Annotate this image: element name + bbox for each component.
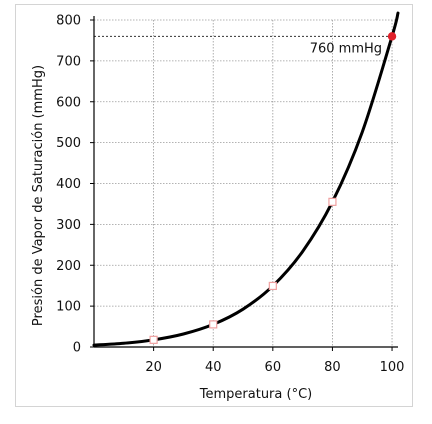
x-tick-label: 60 xyxy=(265,360,282,375)
grid xyxy=(94,19,398,347)
y-tick-label: 300 xyxy=(56,218,81,233)
y-tick-label: 700 xyxy=(56,54,81,69)
x-tick-label: 40 xyxy=(205,360,222,375)
y-tick-label: 100 xyxy=(56,300,81,315)
reference-label: 760 mmHg xyxy=(310,41,382,56)
boiling-point-marker xyxy=(387,32,397,41)
data-point-marker xyxy=(149,335,158,344)
axes: 0 100 200 300 400 500 600 700 800 20 40 60 80 100 xyxy=(56,14,404,376)
x-axis-label: Temperatura (°C) xyxy=(199,387,312,402)
chart-container xyxy=(15,4,413,407)
markers-group xyxy=(149,32,397,344)
y-tick-label: 600 xyxy=(56,95,81,110)
x-tick-label: 80 xyxy=(324,360,341,375)
y-tick-label: 400 xyxy=(56,177,81,192)
y-tick-label: 0 xyxy=(73,341,81,356)
vapor-pressure-curve xyxy=(92,11,400,347)
y-axis-label: Presión de Vapor de Saturación (mmHg) xyxy=(31,65,46,326)
data-point-marker xyxy=(209,320,218,329)
y-tick-label: 200 xyxy=(56,259,81,274)
x-tick-label: 20 xyxy=(145,360,162,375)
data-point-marker xyxy=(328,197,337,206)
data-point-marker xyxy=(268,281,277,291)
x-tick-label: 100 xyxy=(380,360,405,375)
y-tick-label: 500 xyxy=(56,136,81,151)
y-tick-label: 800 xyxy=(56,14,81,29)
curve-group xyxy=(92,11,400,347)
